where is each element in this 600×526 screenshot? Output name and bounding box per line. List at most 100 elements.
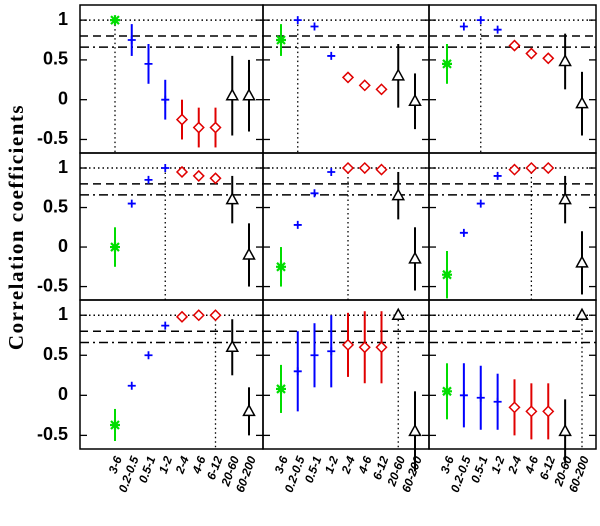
marker <box>558 192 572 205</box>
marker <box>161 95 170 104</box>
marker <box>476 16 485 25</box>
marker <box>144 351 153 360</box>
marker <box>209 309 222 322</box>
marker <box>525 47 538 60</box>
marker <box>225 88 240 101</box>
marker <box>459 391 468 400</box>
marker <box>127 36 136 45</box>
y-tick-label: 0 <box>58 236 68 256</box>
marker <box>209 172 222 185</box>
marker <box>358 341 371 354</box>
panel-frame <box>428 4 597 154</box>
marker <box>144 175 153 184</box>
x-tick-label: 2-4 <box>338 454 358 476</box>
marker <box>276 261 286 272</box>
marker <box>293 16 302 25</box>
marker <box>459 22 468 31</box>
marker <box>493 397 502 406</box>
x-tick-label: 3-6 <box>106 454 125 475</box>
marker <box>341 161 355 175</box>
marker <box>327 167 336 176</box>
marker <box>375 83 388 96</box>
marker <box>192 169 205 182</box>
marker <box>508 163 521 176</box>
marker <box>442 386 452 397</box>
marker <box>542 52 555 65</box>
y-tick-label: 0.5 <box>43 344 68 364</box>
marker <box>375 163 388 176</box>
marker <box>293 367 302 376</box>
y-axis-label: Correlation coefficients <box>4 104 28 350</box>
marker <box>293 220 302 229</box>
panel-frame <box>79 4 264 154</box>
marker <box>310 189 319 198</box>
marker <box>175 310 189 323</box>
marker <box>391 68 406 81</box>
marker <box>408 93 422 107</box>
marker <box>327 347 336 356</box>
panel-frame <box>428 152 597 301</box>
marker <box>127 381 136 390</box>
y-tick-label: 0 <box>58 384 68 404</box>
marker <box>493 25 502 34</box>
marker <box>310 351 319 360</box>
marker <box>508 401 521 414</box>
marker <box>276 35 286 46</box>
marker <box>542 161 555 175</box>
marker <box>225 192 240 205</box>
y-tick-label: 1 <box>58 304 68 324</box>
y-tick-label: -0.5 <box>37 128 68 148</box>
marker <box>127 199 136 208</box>
marker <box>341 338 355 351</box>
x-tick-label: 2-4 <box>505 454 525 476</box>
marker <box>476 393 485 402</box>
y-tick-label: 0.5 <box>43 196 68 216</box>
marker <box>442 58 452 69</box>
marker <box>110 15 120 26</box>
marker <box>358 161 371 175</box>
x-tick-label: 3-6 <box>438 454 457 475</box>
x-tick-label: 2-4 <box>172 454 192 476</box>
marker <box>476 199 485 208</box>
marker <box>175 113 189 126</box>
marker <box>408 251 422 264</box>
marker <box>110 242 120 253</box>
marker <box>459 228 468 237</box>
y-tick-label: 1 <box>58 157 68 177</box>
y-tick-label: 0 <box>58 88 68 108</box>
marker <box>327 51 336 60</box>
marker <box>391 188 406 201</box>
marker <box>209 121 222 134</box>
panel-frame <box>79 299 264 450</box>
panel-frame <box>428 299 597 450</box>
marker <box>242 88 256 101</box>
marker <box>525 405 538 418</box>
x-tick-label: 1-2 <box>488 454 507 475</box>
y-tick-label: 1 <box>58 9 68 29</box>
marker <box>310 22 319 31</box>
marker <box>276 383 286 394</box>
panel-frame <box>262 299 430 450</box>
marker <box>192 309 205 322</box>
marker <box>144 59 153 68</box>
panel-frame <box>262 152 430 301</box>
x-tick-label: 1-2 <box>156 454 175 475</box>
marker <box>525 161 538 175</box>
marker <box>161 164 170 173</box>
marker <box>242 403 256 417</box>
marker <box>493 171 502 180</box>
marker <box>558 423 572 437</box>
x-tick-label: 3-6 <box>272 454 291 475</box>
marker <box>508 39 521 52</box>
marker <box>442 269 452 280</box>
x-tick-label: 4-6 <box>189 454 209 476</box>
marker <box>558 53 572 67</box>
x-tick-label: 4-6 <box>522 454 542 476</box>
marker <box>161 321 170 330</box>
marker <box>341 71 355 84</box>
panel-frame <box>79 152 264 301</box>
marker <box>225 339 240 353</box>
y-tick-label: -0.5 <box>37 275 68 295</box>
marker <box>575 307 589 320</box>
